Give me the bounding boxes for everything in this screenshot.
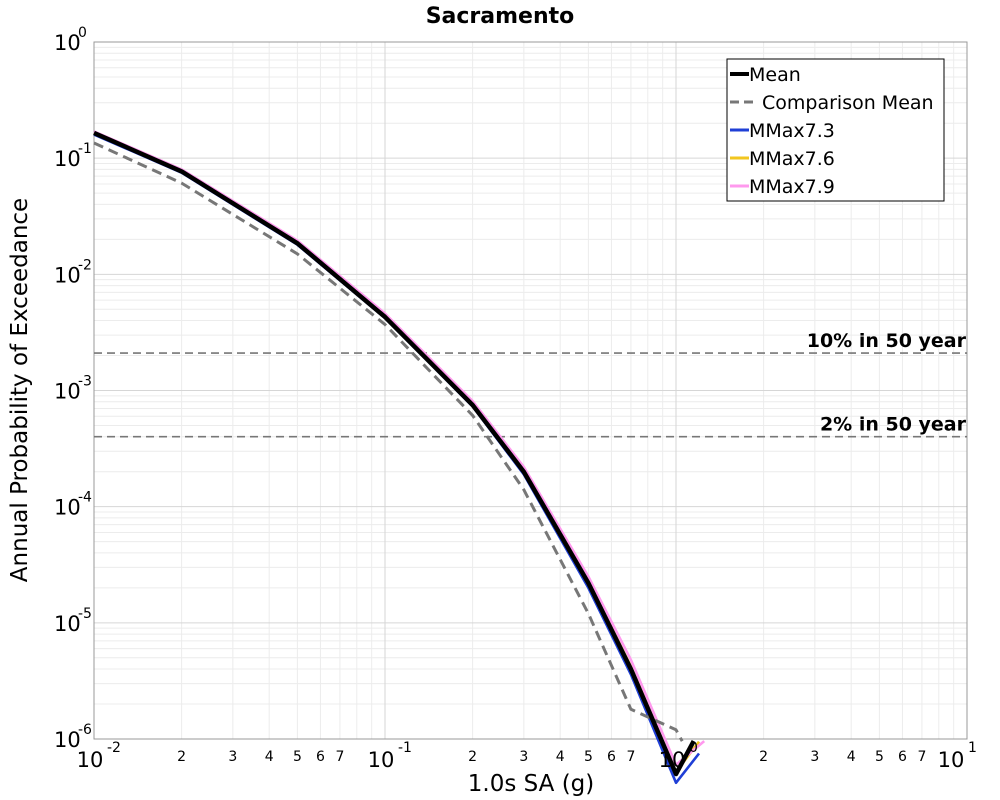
x-tick-exponent: 0: [689, 740, 698, 756]
x-minor-tick-label: 2: [177, 749, 186, 765]
x-tick-label: 10: [659, 748, 686, 772]
legend-entry-label: MMax7.9: [749, 176, 835, 198]
x-tick-labels: 10 -2 10 -1 10 0 10 12 3 4 5 6 7 2 3 4 5 6 7 2 3 4 5 6 7: [77, 740, 977, 772]
y-tick-exponent: -5: [78, 606, 92, 622]
x-axis-label: 1.0s SA (g): [468, 771, 595, 797]
y-tick-exponent: -2: [78, 257, 92, 273]
reference-line-label: 2% in 50 year: [820, 414, 967, 436]
x-minor-tick-label: 7: [917, 749, 926, 765]
x-minor-tick-label: 6: [607, 749, 616, 765]
reference-lines: 10% in 50 year 2% in 50 year: [94, 330, 967, 438]
x-minor-tick-label: 3: [228, 749, 237, 765]
x-minor-tick-label: 7: [335, 749, 344, 765]
x-minor-tick-label: 6: [316, 749, 325, 765]
y-tick-label: 10: [54, 31, 81, 55]
y-tick-label: 10: [54, 380, 81, 404]
y-tick-label: 10: [54, 612, 81, 636]
series-layer: [93, 130, 706, 785]
series-line-comparison-mean: [93, 141, 684, 742]
x-minor-tick-label: 5: [875, 749, 884, 765]
y-axis-label: Annual Probability of Exceedance: [7, 198, 33, 582]
x-minor-tick-label: 4: [556, 749, 565, 765]
x-minor-tick-label: 7: [626, 749, 635, 765]
x-minor-tick-label: 2: [468, 749, 477, 765]
x-minor-tick-label: 2: [759, 749, 768, 765]
x-minor-tick-label: 6: [898, 749, 907, 765]
x-minor-tick-label: 4: [265, 749, 274, 765]
y-tick-label: 10: [54, 263, 81, 287]
x-tick-label: 10: [77, 748, 104, 772]
legend-box: [726, 58, 945, 202]
y-tick-exponent: -6: [78, 722, 92, 738]
series-line-mean: [93, 130, 696, 777]
x-tick-exponent: -1: [398, 740, 412, 756]
y-tick-exponent: 0: [78, 25, 87, 41]
y-tick-exponent: -3: [78, 374, 92, 390]
legend-entry-label: MMax7.3: [749, 120, 835, 142]
x-minor-tick-label: 3: [810, 749, 819, 765]
y-tick-label: 10: [54, 728, 81, 752]
chart-title: Sacramento: [426, 4, 575, 29]
y-tick-label: 10: [54, 496, 81, 520]
plot-area-frame: [93, 41, 968, 740]
x-tick-exponent: 1: [968, 740, 977, 756]
reference-line-label: 10% in 50 year: [807, 330, 967, 352]
x-tick-label: 10: [938, 748, 965, 772]
legend-entry-label: Comparison Mean: [762, 92, 934, 114]
y-tick-label: 10: [54, 147, 81, 171]
x-minor-tick-label: 5: [293, 749, 302, 765]
x-tick-label: 10: [368, 748, 395, 772]
x-minor-tick-label: 4: [847, 749, 856, 765]
y-tick-exponent: -4: [78, 490, 92, 506]
x-minor-tick-label: 3: [519, 749, 528, 765]
y-tick-exponent: -1: [78, 141, 92, 157]
legend-entry-label: MMax7.6: [749, 148, 835, 170]
legend: Mean Comparison Mean MMax7.3 MMax7.6 MMax7.9: [726, 58, 945, 202]
legend-entry-label: Mean: [749, 64, 801, 86]
x-minor-tick-label: 5: [584, 749, 593, 765]
x-tick-exponent: -2: [107, 740, 121, 756]
